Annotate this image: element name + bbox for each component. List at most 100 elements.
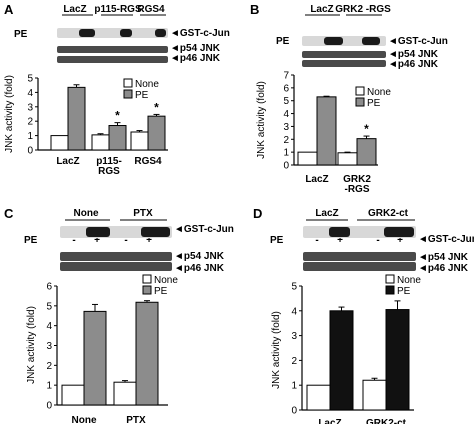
treatment-sign: - — [124, 235, 127, 246]
significance-marker: * — [154, 100, 159, 114]
treatment-label: PE — [276, 36, 290, 47]
y-tick-label: 3 — [46, 341, 52, 352]
blot-header-label: GRK2-ct — [368, 208, 409, 219]
treatment-label: PE — [270, 235, 284, 246]
treatment-label: PE — [14, 29, 28, 40]
blot-header-label: GRK2 -RGS — [335, 4, 391, 15]
treatment-sign: - — [72, 235, 75, 246]
bar-pe — [356, 138, 377, 166]
y-axis-label: JNK activity (fold) — [26, 306, 37, 384]
blot-label: ◄p46 JNK — [170, 53, 221, 64]
legend-label: PE — [397, 286, 411, 297]
y-tick-label: 4 — [283, 109, 289, 120]
legend-swatch — [385, 285, 395, 295]
legend-swatch — [142, 274, 152, 284]
blot-label: ◄p54 JNK — [170, 43, 221, 54]
x-tick-label: PTX — [126, 415, 146, 424]
y-tick-label: 6 — [46, 282, 52, 293]
blot-label: ◄GST-c-Jun — [174, 224, 234, 235]
panel-d: D LacZ GRK2-ct PE - + - + ◄GST-c-Jun ◄p54 JNK◄p46… — [253, 206, 474, 424]
y-tick-label: 4 — [291, 306, 297, 317]
legend-label: None — [367, 87, 391, 98]
y-axis-label: JNK activity (fold) — [271, 311, 282, 389]
legend-swatch — [355, 86, 365, 96]
panel-letter: A — [4, 2, 14, 17]
blot-band-p54 — [302, 51, 386, 58]
y-tick-label: 4 — [27, 88, 33, 99]
blot-label: ◄p54 JNK — [174, 251, 225, 262]
blot-signal — [324, 37, 343, 45]
treatment-sign: + — [397, 235, 403, 246]
bar-none — [50, 135, 69, 151]
y-tick-label: 1 — [27, 131, 33, 142]
bar-pe — [83, 310, 107, 406]
y-tick-label: 2 — [291, 356, 297, 367]
y-tick-label: 7 — [283, 71, 289, 82]
blot-band-p54 — [60, 252, 172, 261]
x-tick-label: LacZ — [305, 174, 328, 185]
y-tick-label: 0 — [291, 406, 297, 417]
blot-signal — [86, 227, 110, 237]
blot-header-label: PTX — [133, 208, 153, 219]
y-tick-label: 1 — [283, 148, 289, 159]
blot-header-label: None — [74, 208, 99, 219]
x-tick-label: LacZ — [318, 418, 341, 424]
x-tick-label: RGS4 — [134, 156, 162, 167]
y-tick-label: 4 — [46, 321, 52, 332]
y-tick-label: 3 — [283, 122, 289, 133]
y-tick-label: 3 — [291, 331, 297, 342]
legend-label: PE — [154, 286, 168, 297]
blot-band-p46 — [302, 60, 386, 67]
y-tick-label: 2 — [27, 117, 33, 128]
blot-band-p46 — [60, 262, 172, 271]
blot-header-label: LacZ — [315, 208, 338, 219]
x-tick-label: GRK2-ct — [366, 418, 407, 424]
blot-header-label: LacZ — [310, 4, 333, 15]
panel-a: ALacZp115-RGSRGS4PE-+-+-+◄GST-c-Jun◄p54 … — [4, 2, 230, 177]
treatment-sign: + — [146, 235, 152, 246]
y-axis-label: JNK activity (fold) — [4, 75, 15, 153]
treatment-label: PE — [24, 235, 38, 246]
blot-signal — [79, 29, 95, 37]
legend-swatch — [123, 89, 133, 99]
y-tick-label: 0 — [46, 401, 52, 412]
legend-label: PE — [135, 90, 149, 101]
bar-none — [91, 134, 110, 151]
blot-band-p54 — [303, 252, 416, 261]
panel-c: C None PTX PE - + - + ◄GST-c-Jun ◄p54 JNK◄p46 JNK… — [4, 206, 234, 424]
blot-header-label: p115-RGS — [94, 4, 142, 15]
bar-pe — [147, 115, 166, 151]
y-axis-label: JNK activity (fold) — [256, 81, 267, 159]
x-tick-label: -RGS — [345, 184, 370, 195]
bar-none — [297, 151, 318, 166]
y-tick-label: 0 — [27, 146, 33, 157]
blot-header-label: RGS4 — [137, 4, 165, 15]
blot-band-p54 — [57, 46, 168, 53]
blot-label: ◄p54 JNK — [388, 49, 439, 60]
y-tick-label: 3 — [27, 102, 33, 113]
blot-signal — [384, 227, 414, 237]
blot-label: ◄GST-c-Jun — [170, 28, 230, 39]
legend-label: None — [397, 275, 421, 286]
x-tick-label: GRK2 — [343, 174, 371, 185]
bar-pe — [135, 301, 159, 406]
bar-none — [362, 379, 387, 411]
y-tick-label: 5 — [283, 96, 289, 107]
bar-pe — [108, 125, 127, 151]
blot-signal — [329, 227, 350, 237]
blot-signal — [120, 29, 132, 37]
blot-signal — [155, 29, 166, 37]
x-tick-label: None — [72, 415, 97, 424]
y-tick-label: 1 — [291, 381, 297, 392]
legend-swatch — [142, 285, 152, 295]
y-tick-label: 2 — [283, 135, 289, 146]
y-tick-label: 5 — [291, 282, 297, 293]
blot-label: ◄GST-c-Jun — [388, 36, 448, 47]
bar-pe — [67, 86, 86, 151]
x-tick-label: p115- — [96, 156, 122, 167]
blot-band-gst-c-jun — [57, 28, 168, 38]
treatment-sign: - — [315, 235, 318, 246]
significance-marker: * — [364, 122, 369, 136]
